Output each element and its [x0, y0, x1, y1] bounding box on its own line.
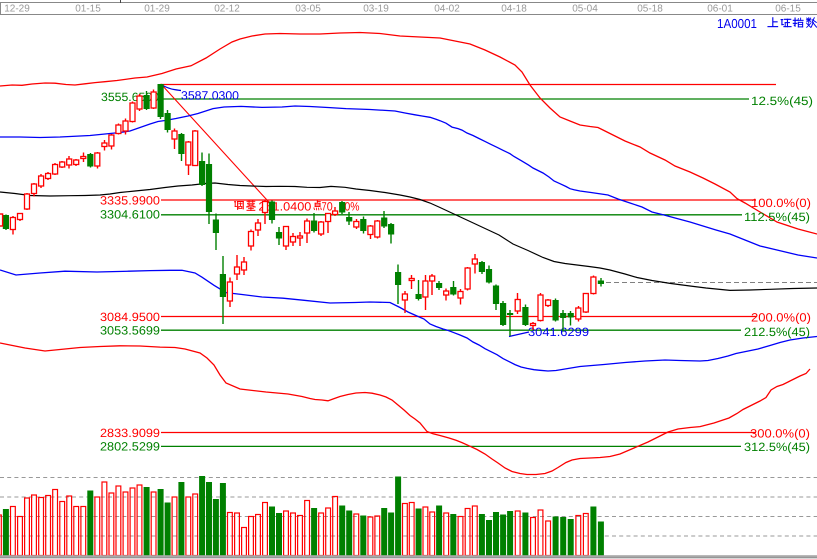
svg-text:0%: 0%: [345, 200, 360, 214]
svg-text:12-29: 12-29: [4, 4, 30, 15]
svg-text:112.5%(45): 112.5%(45): [744, 210, 810, 224]
svg-text:0: 0: [327, 200, 333, 214]
svg-text:7: 7: [322, 200, 327, 214]
svg-text:200.0%(0): 200.0%(0): [751, 311, 811, 325]
svg-text:1A0001: 1A0001: [717, 16, 757, 31]
svg-text:06-15: 06-15: [775, 4, 801, 15]
svg-text:2802.5299: 2802.5299: [100, 439, 160, 453]
svg-text:02-12: 02-12: [214, 4, 240, 15]
svg-text:05-18: 05-18: [637, 4, 663, 15]
svg-text:03-19: 03-19: [363, 4, 389, 15]
svg-text:01-29: 01-29: [144, 4, 170, 15]
svg-text:3335.9900: 3335.9900: [100, 193, 160, 207]
svg-text:2833.9099: 2833.9099: [100, 426, 160, 440]
svg-text:3084.9500: 3084.9500: [100, 310, 160, 324]
svg-text:300.0%(0): 300.0%(0): [750, 426, 810, 440]
svg-text:04-18: 04-18: [501, 4, 527, 15]
svg-text:03-05: 03-05: [295, 4, 321, 15]
svg-text:05-04: 05-04: [572, 4, 598, 15]
svg-text:04-02: 04-02: [434, 4, 460, 15]
svg-text:3053.5699: 3053.5699: [100, 323, 160, 337]
svg-text:12.5%(45): 12.5%(45): [751, 94, 813, 108]
svg-text:01-15: 01-15: [75, 4, 101, 15]
svg-text:3587.0300: 3587.0300: [181, 89, 239, 103]
svg-text:3304.6100: 3304.6100: [100, 208, 160, 222]
svg-text:100.0%(0): 100.0%(0): [751, 196, 811, 210]
svg-text:3041.6299: 3041.6299: [528, 325, 589, 339]
svg-text:06-01: 06-01: [707, 4, 733, 15]
svg-text:312.5%(45): 312.5%(45): [744, 440, 810, 454]
svg-text:212.5%(45): 212.5%(45): [744, 325, 810, 339]
